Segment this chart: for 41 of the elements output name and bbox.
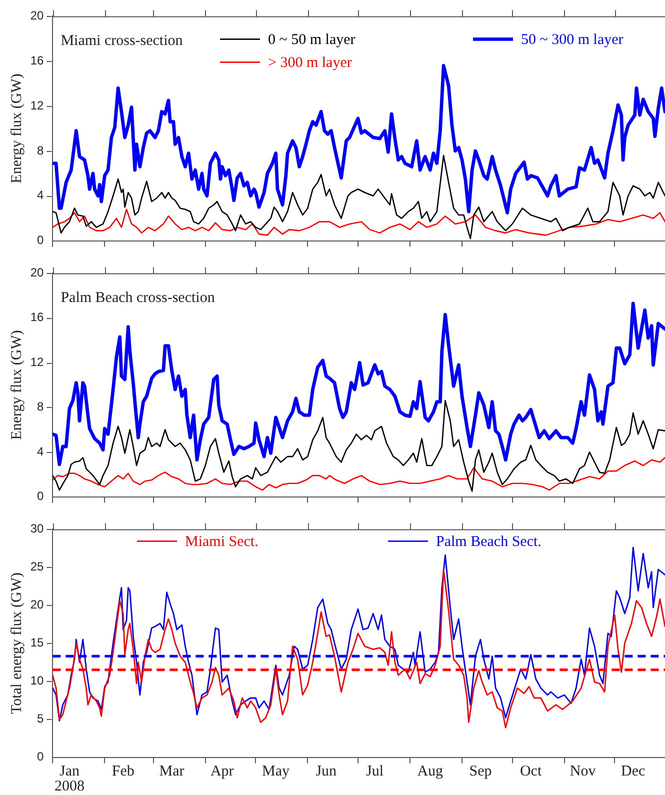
y-tick-label: 0	[37, 750, 44, 764]
y-tick-label: 8	[37, 143, 44, 158]
y-tick-label: 4	[37, 444, 44, 458]
text: Palm Beach cross-section	[60, 290, 216, 306]
y-tick-label: 4	[37, 188, 44, 202]
y-tick-label: 5	[37, 712, 44, 726]
legend-label: 0 ~ 50 m layer	[268, 32, 356, 48]
x-tick-label: Mar	[159, 764, 184, 780]
y-tick-label: 8	[37, 400, 44, 414]
x-tick-label: Jul	[366, 764, 384, 780]
x-tick-label: Jun	[316, 764, 338, 780]
y-tick-label: 30	[30, 522, 44, 536]
y-tick-label: 20	[30, 598, 44, 612]
x-tick-label: Oct	[520, 764, 542, 780]
y-tick-label: 12	[30, 354, 44, 369]
x-tick-label: Jan 2008	[54, 764, 84, 795]
text: Miami cross-section	[60, 33, 184, 50]
x-tick-label: May	[262, 764, 290, 780]
x-tick-label: Aug	[417, 764, 444, 780]
y-axis-title: Energy flux (GW)	[8, 74, 25, 184]
legend-label: 50 ~ 300 m layer	[521, 32, 624, 48]
y-axis-title: Energy flux (GW)	[8, 330, 25, 440]
y-tick-label: 16	[30, 53, 44, 68]
y-axis-title: Total energy flux (GW)	[8, 572, 25, 714]
x-tick-label: Dec	[621, 764, 646, 780]
x-tick-label: Apr	[210, 764, 234, 780]
legend-label: Palm Beach Sect.	[436, 534, 542, 550]
y-tick-label: 16	[30, 310, 44, 324]
y-tick-label: 12	[30, 98, 44, 112]
legend-label: Miami Sect.	[185, 534, 258, 550]
y-tick-label: 0	[37, 489, 44, 504]
y-tick-label: 20	[30, 266, 44, 280]
y-tick-label: 25	[30, 560, 44, 574]
y-tick-label: 15	[30, 636, 44, 650]
x-tick-label: Nov	[570, 764, 596, 780]
y-tick-label: 20	[30, 8, 44, 23]
y-tick-label: 0	[37, 233, 44, 248]
y-tick-label: 10	[30, 674, 44, 688]
x-tick-label: Sep	[469, 764, 492, 780]
x-tick-label: Feb	[112, 764, 134, 780]
legend-label: > 300 m layer	[268, 55, 352, 72]
